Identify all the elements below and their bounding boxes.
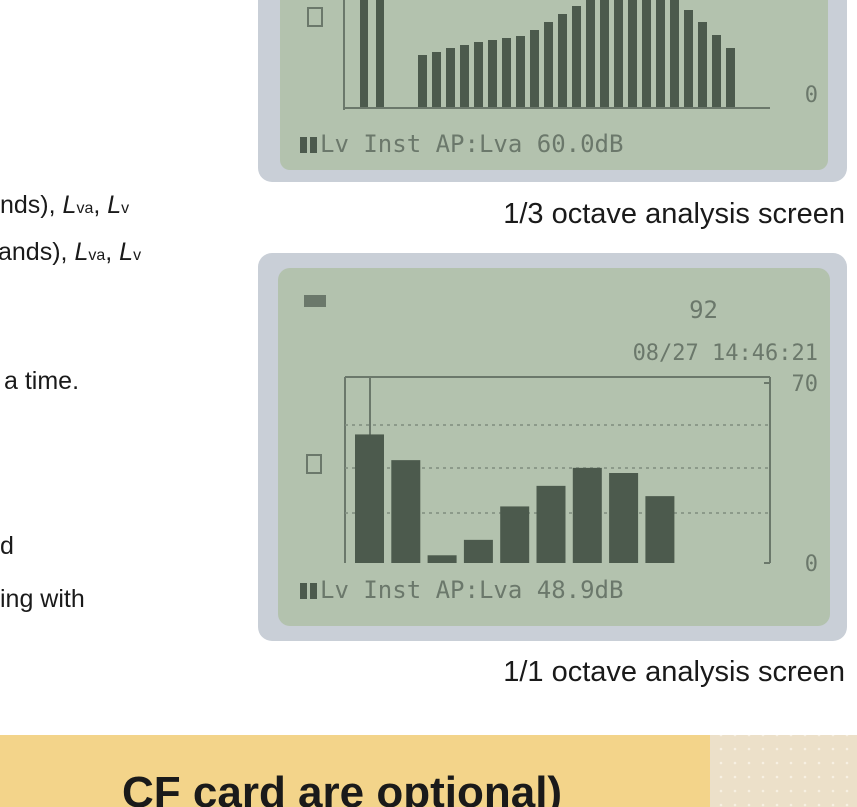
text: ands), bbox=[0, 238, 74, 266]
counter: 92 bbox=[689, 296, 718, 324]
status-line: Lv Inst AP:Lva 48.9dB bbox=[320, 576, 623, 604]
text: L bbox=[74, 238, 88, 266]
banner-pattern bbox=[710, 735, 857, 807]
status-line: Lv Inst AP:Lva 60.0dB bbox=[320, 130, 623, 158]
body-line: ands), Lva, Lv bbox=[0, 238, 141, 266]
body-line: a time. bbox=[4, 367, 79, 395]
bar bbox=[500, 506, 529, 563]
octave-screen: 92 08/27 14:46:21 Lv Inst AP:Lva 48.9dB … bbox=[258, 253, 847, 641]
bar bbox=[573, 468, 602, 563]
y-tick-label: 0 bbox=[805, 552, 818, 577]
bar bbox=[464, 540, 493, 563]
caption: 1/3 octave analysis screen bbox=[503, 198, 845, 230]
page: nds), Lva, Lv ands), Lva, Lv a time. d i… bbox=[0, 0, 857, 807]
bar bbox=[537, 486, 566, 563]
body-line: nds), Lva, Lv bbox=[0, 191, 129, 219]
y-tick-label: 70 bbox=[792, 372, 819, 397]
text: L bbox=[63, 191, 77, 219]
subscript: v bbox=[121, 200, 129, 217]
datetime: 08/27 14:46:21 bbox=[633, 341, 818, 366]
text: L bbox=[119, 238, 133, 266]
subscript: va bbox=[76, 200, 93, 217]
subscript: v bbox=[133, 247, 141, 264]
third-octave-screen: 0 Lv Inst AP:Lva 60.0dB bbox=[258, 0, 847, 182]
body-line: d bbox=[0, 532, 14, 560]
bar bbox=[355, 434, 384, 563]
bar bbox=[609, 473, 638, 563]
axis-label: 0 bbox=[805, 83, 818, 108]
text: L bbox=[107, 191, 121, 219]
bar bbox=[391, 460, 420, 563]
subscript: va bbox=[88, 247, 105, 264]
banner-title: CF card are optional) bbox=[122, 768, 562, 807]
text: , bbox=[93, 191, 107, 219]
body-line: ing with bbox=[0, 585, 85, 613]
caption: 1/1 octave analysis screen bbox=[503, 656, 845, 688]
bar bbox=[428, 555, 457, 563]
text: nds), bbox=[0, 191, 63, 219]
text: , bbox=[105, 238, 119, 266]
bar bbox=[645, 496, 674, 563]
